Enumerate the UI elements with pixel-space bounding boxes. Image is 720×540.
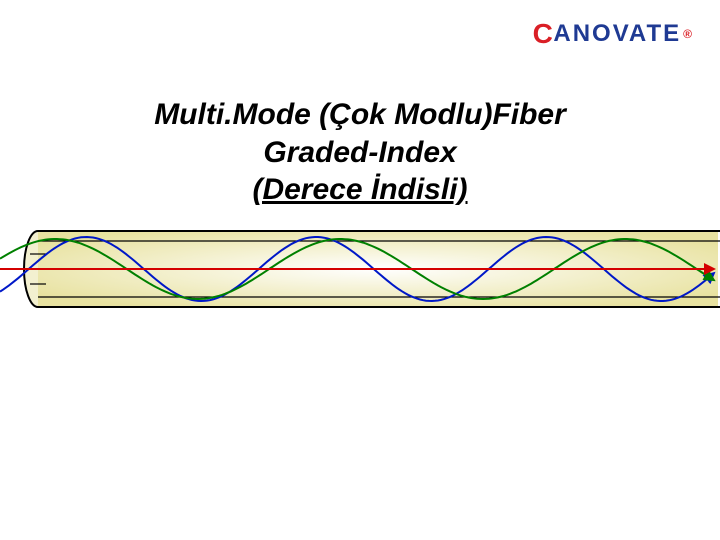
logo-wordmark: ANOVATE (553, 20, 681, 48)
title-block: Multi.Mode (Çok Modlu)Fiber Graded-Index… (0, 96, 720, 209)
logo-mark-letter: C (533, 18, 554, 50)
brand-logo: C ANOVATE ® (533, 18, 692, 50)
fiber-diagram (0, 228, 720, 310)
title-line-2: Graded-Index (0, 134, 720, 172)
slide: C ANOVATE ® Multi.Mode (Çok Modlu)Fiber … (0, 0, 720, 540)
registered-icon: ® (683, 27, 692, 41)
fiber-svg (0, 228, 720, 310)
title-line-1: Multi.Mode (Çok Modlu)Fiber (0, 96, 720, 134)
title-line-3: (Derece İndisli) (0, 171, 720, 209)
